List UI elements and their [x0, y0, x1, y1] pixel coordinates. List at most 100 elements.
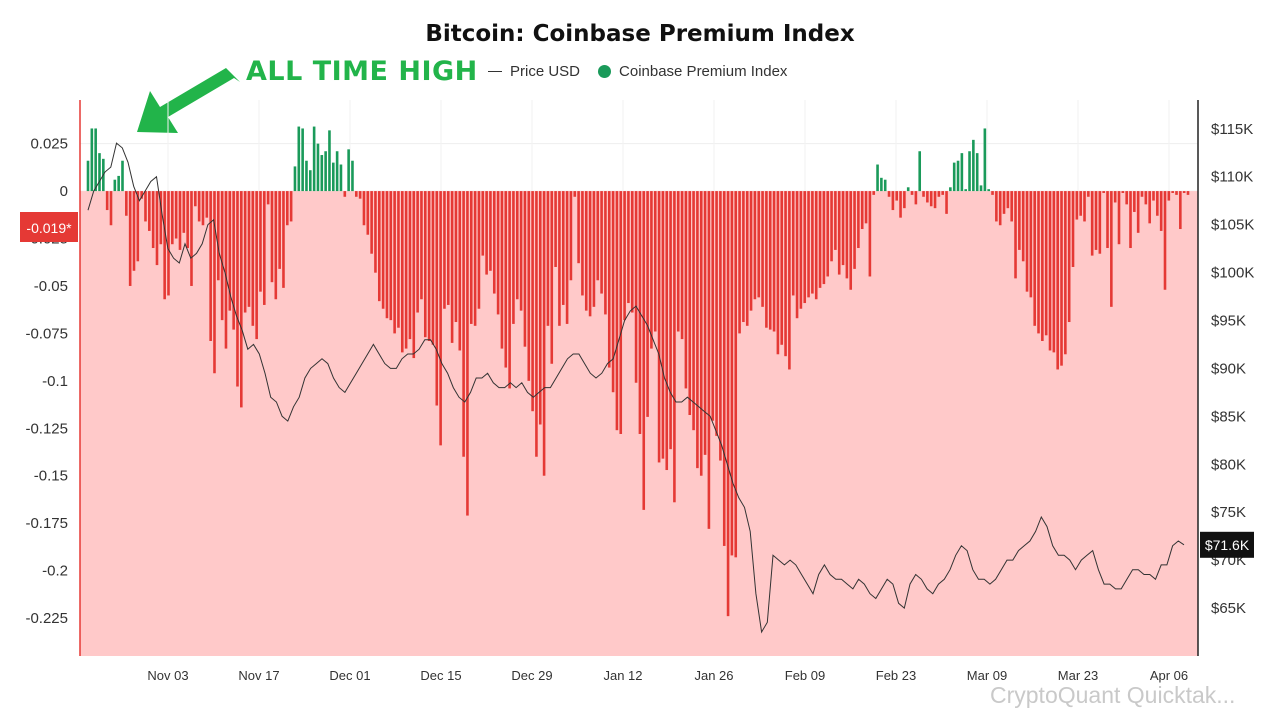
premium-bar	[496, 191, 500, 315]
premium-bar	[485, 191, 488, 275]
ath-arrow	[137, 68, 240, 133]
premium-bar	[1175, 191, 1178, 195]
premium-bar	[745, 191, 749, 326]
premium-bar	[1029, 191, 1033, 298]
premium-bar	[128, 191, 132, 286]
premium-bar	[136, 191, 140, 262]
premium-bar	[1098, 191, 1102, 254]
premium-bar	[331, 162, 335, 192]
current-premium-badge-bg	[20, 212, 78, 242]
premium-bar	[377, 191, 381, 302]
premium-bar	[596, 191, 600, 281]
premium-bar	[125, 191, 128, 216]
premium-bar	[343, 191, 347, 197]
premium-bar	[788, 191, 791, 370]
premium-bar	[266, 191, 270, 205]
premium-bar	[868, 191, 872, 277]
premium-bar	[676, 191, 680, 332]
premium-bar	[508, 191, 511, 389]
x-tick-label: Feb 09	[785, 668, 825, 683]
right-tick-label: $105K	[1211, 217, 1254, 234]
premium-bar	[722, 191, 726, 546]
premium-bar	[144, 191, 147, 222]
premium-bar	[600, 191, 603, 294]
premium-bar	[887, 191, 891, 197]
x-tick-label: Mar 23	[1058, 668, 1098, 683]
premium-bar	[259, 191, 262, 292]
premium-bar	[592, 191, 596, 307]
premium-bar	[171, 191, 174, 245]
premium-bar	[1021, 191, 1025, 262]
price-line-swatch	[488, 71, 502, 72]
premium-bar	[473, 191, 477, 326]
premium-bar	[569, 191, 573, 281]
premium-bar	[730, 191, 734, 556]
premium-bar	[427, 191, 431, 341]
premium-bar	[561, 191, 565, 305]
premium-bar	[324, 151, 327, 192]
premium-bar	[1163, 191, 1167, 290]
premium-bar	[1148, 191, 1151, 224]
premium-bar	[1156, 191, 1159, 216]
premium-bar	[611, 191, 615, 393]
left-tick-label: -0.075	[25, 325, 68, 342]
premium-bar	[270, 191, 274, 283]
premium-bar	[581, 191, 584, 296]
premium-bar	[784, 191, 787, 357]
premium-bar	[1167, 191, 1171, 201]
x-tick-label: Feb 23	[876, 668, 916, 683]
right-tick-label: $90K	[1211, 360, 1246, 377]
premium-bar	[416, 191, 419, 313]
premium-bar	[1025, 191, 1029, 292]
premium-bar	[236, 191, 239, 387]
current-premium-badge-text: -0.019*	[26, 220, 72, 236]
premium-bar	[680, 191, 684, 340]
premium-bar	[646, 191, 649, 417]
premium-bar	[734, 191, 738, 558]
premium-bar	[768, 191, 772, 330]
premium-bar	[1090, 191, 1094, 256]
premium-bar	[1117, 191, 1121, 245]
premium-bar	[435, 191, 439, 406]
premium-bar	[1083, 191, 1086, 222]
premium-bar	[834, 191, 837, 250]
premium-bar	[657, 191, 661, 463]
premium-bar	[830, 191, 833, 262]
legend: Price USD Coinbase Premium Index	[488, 63, 787, 80]
premium-bar	[903, 191, 906, 209]
premium-bar	[1171, 191, 1174, 193]
premium-bar	[400, 191, 404, 353]
right-tick-label: $95K	[1211, 312, 1246, 329]
premium-bar	[991, 191, 994, 195]
premium-bar	[791, 191, 795, 296]
premium-bar	[937, 191, 941, 197]
premium-bar	[765, 191, 768, 328]
premium-bar	[1125, 191, 1128, 205]
premium-bar	[251, 191, 255, 326]
premium-bar	[995, 191, 998, 222]
premium-bar	[163, 191, 166, 300]
premium-bar	[370, 191, 373, 254]
premium-bar	[132, 191, 136, 271]
premium-bar	[282, 191, 285, 288]
premium-bar	[274, 191, 278, 300]
premium-bar	[929, 191, 933, 207]
premium-bar	[301, 128, 304, 192]
premium-bar	[450, 191, 454, 343]
premium-bar	[1014, 191, 1017, 279]
premium-bar	[178, 191, 182, 250]
premium-bar	[619, 191, 623, 434]
premium-bar	[255, 191, 258, 340]
x-tick-label: Dec 15	[420, 668, 461, 683]
premium-bar	[247, 191, 251, 307]
premium-bar	[500, 191, 504, 349]
premium-bar	[669, 191, 672, 450]
premium-bar	[190, 191, 193, 286]
premium-bar	[837, 191, 841, 275]
premium-bar	[523, 191, 527, 347]
premium-bar	[922, 191, 925, 197]
premium-bar	[914, 191, 918, 205]
right-tick-label: $65K	[1211, 600, 1246, 617]
premium-bar	[431, 191, 435, 345]
